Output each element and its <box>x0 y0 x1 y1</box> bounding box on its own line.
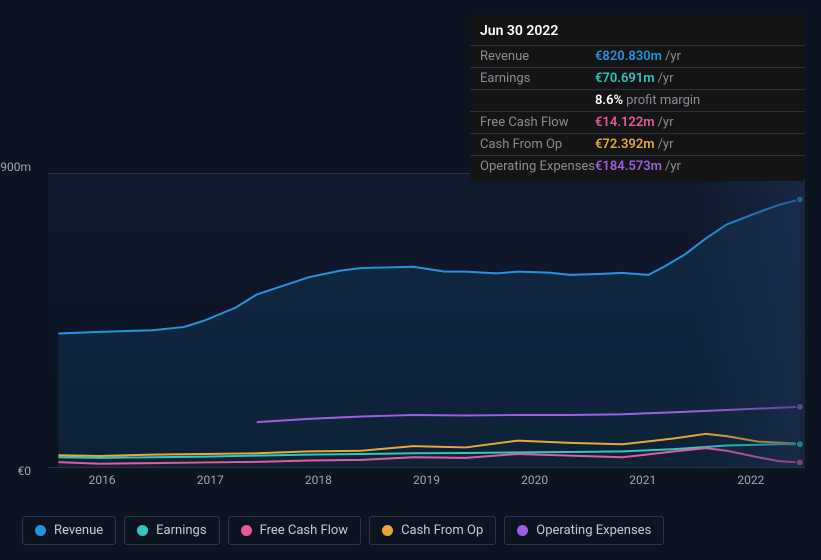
x-axis-label: 2020 <box>481 473 589 487</box>
tooltip-row-suffix: /yr <box>658 71 674 86</box>
x-axis-label: 2016 <box>48 473 156 487</box>
legend-label: Earnings <box>156 523 206 538</box>
tooltip-row: Operating Expenses€184.573m/yr <box>470 155 805 177</box>
tooltip-row-value: €72.392m <box>595 137 655 152</box>
tooltip-row-suffix: /yr <box>658 137 674 152</box>
tooltip-row-label: Earnings <box>480 71 595 86</box>
tooltip-date: Jun 30 2022 <box>470 23 805 45</box>
chart-tooltip: Jun 30 2022 Revenue€820.830m/yrEarnings€… <box>470 15 805 181</box>
legend-item[interactable]: Free Cash Flow <box>228 516 361 545</box>
tooltip-row-value: €820.830m <box>595 49 662 64</box>
tooltip-row: 8.6%profit margin <box>470 89 805 111</box>
plot-area[interactable] <box>48 173 805 468</box>
tooltip-row-value: €184.573m <box>595 159 662 174</box>
y-axis-label: €900m <box>0 160 31 174</box>
x-axis-label: 2021 <box>589 473 697 487</box>
tooltip-row-suffix: /yr <box>665 49 681 64</box>
legend-label: Revenue <box>54 523 103 538</box>
legend-swatch <box>35 525 46 536</box>
y-axis-label: €0 <box>0 464 31 478</box>
legend-item[interactable]: Operating Expenses <box>504 516 664 545</box>
tooltip-row-value: €70.691m <box>595 71 655 86</box>
x-axis: 2016201720182019202020212022 <box>48 473 805 487</box>
legend-swatch <box>241 525 252 536</box>
legend-label: Free Cash Flow <box>260 523 348 538</box>
tooltip-row-value: €14.122m <box>595 115 655 130</box>
legend-item[interactable]: Cash From Op <box>369 516 496 545</box>
series-end-marker <box>796 196 803 203</box>
tooltip-row: Earnings€70.691m/yr <box>470 67 805 89</box>
series-end-marker <box>796 459 803 466</box>
tooltip-row: Cash From Op€72.392m/yr <box>470 133 805 155</box>
x-axis-label: 2017 <box>156 473 264 487</box>
tooltip-row-label: Free Cash Flow <box>480 115 595 130</box>
legend-label: Operating Expenses <box>536 523 651 538</box>
x-axis-label: 2019 <box>372 473 480 487</box>
legend-label: Cash From Op <box>401 523 483 538</box>
legend-swatch <box>137 525 148 536</box>
financials-chart[interactable]: €900m€0 2016201720182019202020212022 <box>18 160 821 505</box>
legend-item[interactable]: Revenue <box>22 516 116 545</box>
tooltip-row-label: Operating Expenses <box>480 159 595 174</box>
legend-item[interactable]: Earnings <box>124 516 219 545</box>
legend-swatch <box>382 525 393 536</box>
series-fill <box>58 199 799 467</box>
tooltip-row-label: Cash From Op <box>480 137 595 152</box>
x-axis-label: 2022 <box>697 473 805 487</box>
tooltip-row-suffix: /yr <box>658 115 674 130</box>
tooltip-row-suffix: profit margin <box>626 93 700 108</box>
series-end-marker <box>796 403 803 410</box>
chart-legend: Revenue Earnings Free Cash Flow Cash From O… <box>22 516 664 545</box>
tooltip-row: Free Cash Flow€14.122m/yr <box>470 111 805 133</box>
tooltip-row-value: 8.6% <box>595 93 623 108</box>
series-end-marker <box>796 441 803 448</box>
tooltip-row-suffix: /yr <box>665 159 681 174</box>
tooltip-row-label: Revenue <box>480 49 595 64</box>
legend-swatch <box>517 525 528 536</box>
x-axis-label: 2018 <box>264 473 372 487</box>
tooltip-row: Revenue€820.830m/yr <box>470 45 805 67</box>
